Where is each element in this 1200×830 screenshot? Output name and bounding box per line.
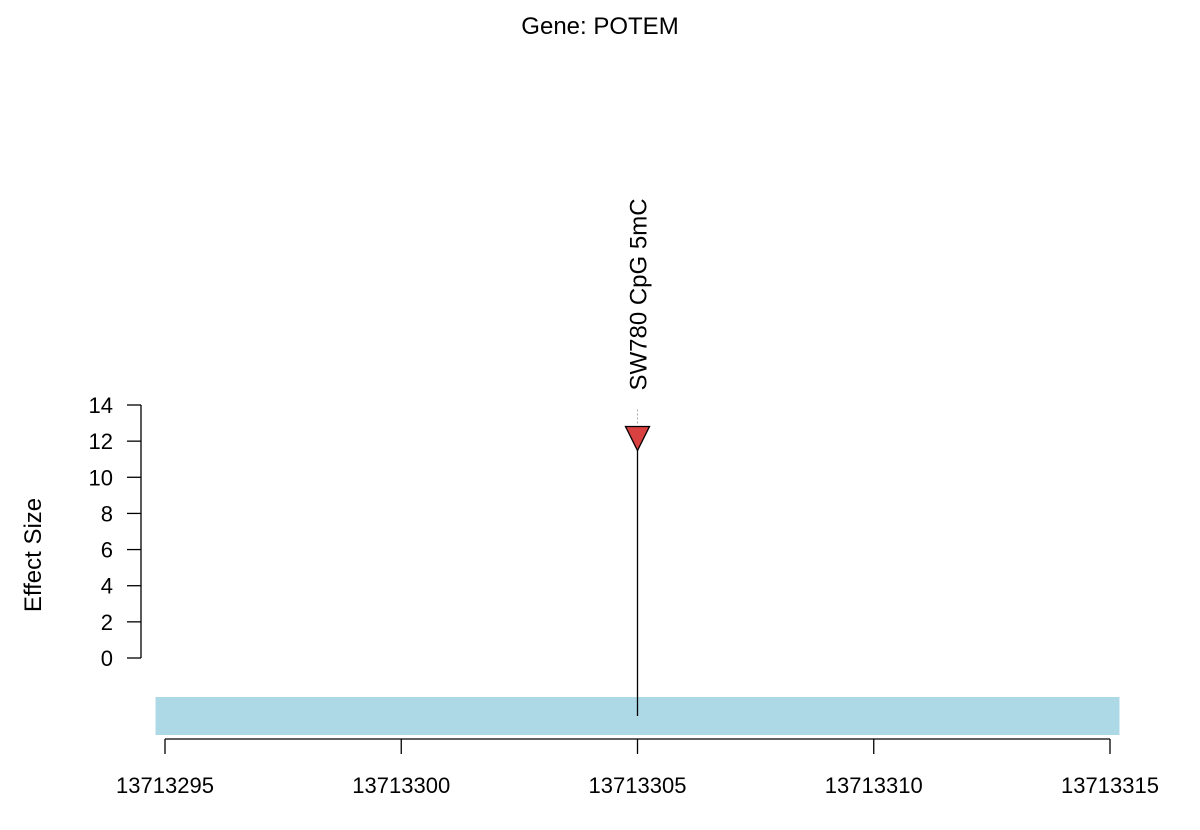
y-tick-label: 6 <box>101 538 113 563</box>
y-tick-label: 2 <box>101 610 113 635</box>
y-axis: 0 2 4 6 8 10 12 14 <box>89 393 142 671</box>
y-tick-label: 8 <box>101 501 113 526</box>
point-label: SW780 CpG 5mC <box>626 198 653 390</box>
x-axis: 13713295 13713300 13713305 13713310 13713315 <box>116 738 1159 798</box>
y-tick-label: 4 <box>101 574 113 599</box>
marker-layer: SW780 CpG 5mC <box>624 198 653 452</box>
chart-title: Gene: POTEM <box>521 13 678 40</box>
y-tick-label: 14 <box>89 393 113 418</box>
y-tick-label: 0 <box>101 646 113 671</box>
y-axis-label: Effect Size <box>20 498 47 612</box>
x-tick-label: 13713310 <box>825 773 923 798</box>
x-tick-label: 13713295 <box>116 773 214 798</box>
x-tick-label: 13713305 <box>589 773 687 798</box>
y-tick-label: 10 <box>89 465 113 490</box>
triangle-marker <box>624 425 651 452</box>
y-tick-label: 12 <box>89 429 113 454</box>
x-tick-label: 13713300 <box>352 773 450 798</box>
x-tick-label: 13713315 <box>1061 773 1159 798</box>
